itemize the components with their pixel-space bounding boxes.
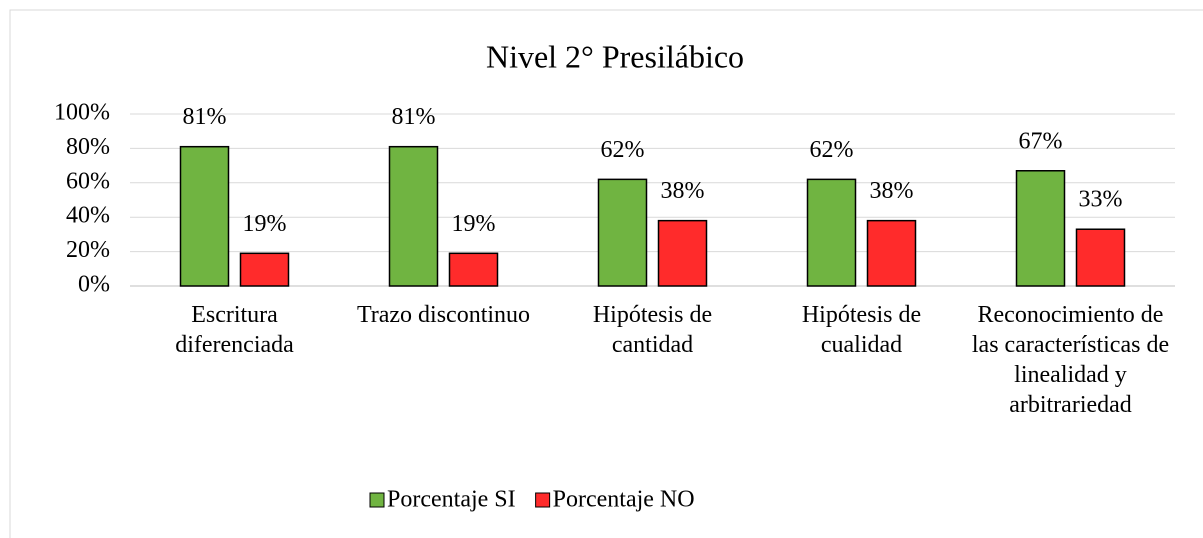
chart-border	[9, 9, 1203, 538]
value-label: 33%	[1079, 187, 1123, 213]
y-tick-label: 40%	[66, 203, 110, 229]
value-label: 62%	[810, 137, 854, 163]
bar	[1075, 228, 1126, 287]
y-tick-label: 80%	[66, 134, 110, 160]
value-label: 19%	[452, 211, 496, 237]
y-tick-label: 100%	[54, 100, 110, 126]
legend-swatch	[535, 492, 551, 508]
bar	[657, 219, 708, 287]
value-label: 38%	[661, 178, 705, 204]
bar	[866, 219, 917, 287]
value-label: 38%	[870, 178, 914, 204]
bar	[388, 145, 439, 287]
bar	[448, 252, 499, 287]
y-tick-label: 20%	[66, 237, 110, 263]
x-tick-label: Trazo discontinuo	[356, 302, 531, 328]
legend-swatch	[369, 492, 385, 508]
value-label: 81%	[392, 104, 436, 130]
value-label: 81%	[183, 104, 227, 130]
legend-label: Porcentaje SI	[387, 487, 516, 513]
bar	[239, 252, 290, 287]
value-label: 62%	[601, 137, 645, 163]
chart-title: Nivel 2° Presilábico	[486, 38, 744, 74]
x-tick-label: Hipótesis de cantidad	[592, 302, 713, 358]
x-tick-label: Reconocimiento de las características de…	[971, 302, 1170, 418]
y-tick-label: 60%	[66, 168, 110, 194]
x-tick-label: Escritura diferenciada	[175, 302, 294, 358]
bar	[179, 145, 230, 287]
x-tick-label: Hipótesis de cualidad	[801, 302, 922, 358]
bar	[597, 178, 648, 287]
legend-label: Porcentaje NO	[553, 487, 695, 513]
bar	[1015, 170, 1066, 287]
bar	[806, 178, 857, 287]
value-label: 67%	[1019, 128, 1063, 154]
value-label: 19%	[243, 211, 287, 237]
y-tick-label: 0%	[78, 272, 110, 298]
